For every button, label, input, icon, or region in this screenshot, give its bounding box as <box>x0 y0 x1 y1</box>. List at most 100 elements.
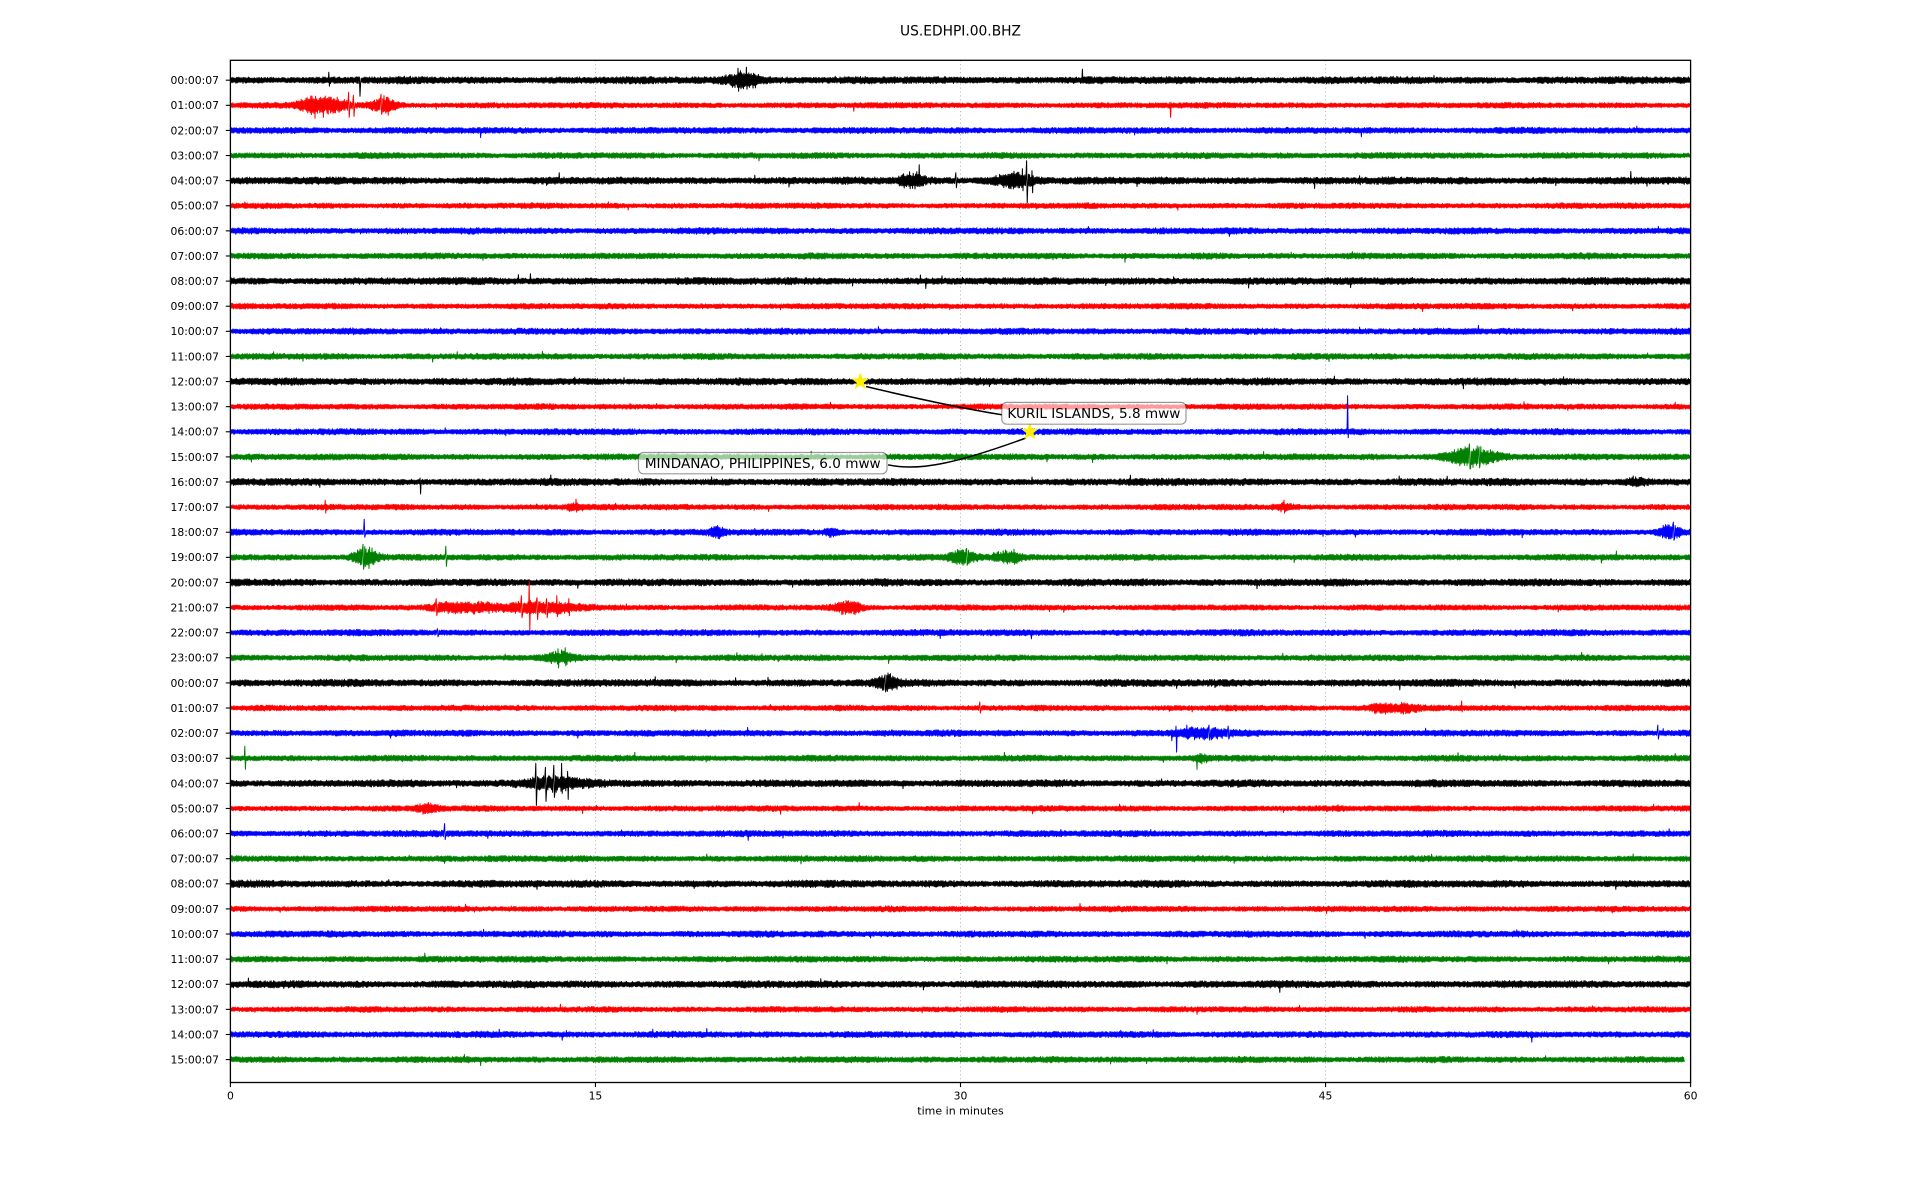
trace-layer <box>229 66 1691 1066</box>
event-arrow-0 <box>865 385 1002 416</box>
trace-row-29-05:00:07 <box>229 802 1691 815</box>
y-tick-label: 00:00:07 <box>171 677 220 690</box>
y-tick-label: 08:00:07 <box>171 878 220 891</box>
trace-row-2-02:00:07 <box>229 125 1691 138</box>
y-tick-label: 08:00:07 <box>171 275 220 288</box>
y-tick-label: 11:00:07 <box>171 953 220 966</box>
y-tick-label: 19:00:07 <box>171 551 220 564</box>
y-tick-label: 03:00:07 <box>171 752 220 765</box>
trace-row-39-15:00:07 <box>229 1054 1685 1066</box>
trace-row-20-20:00:07 <box>229 578 1691 590</box>
y-tick-label: 18:00:07 <box>171 526 220 539</box>
y-tick-label: 07:00:07 <box>171 853 220 866</box>
event-label-1: MINDANAO, PHILIPPINES, 6.0 mww <box>645 456 881 472</box>
trace-row-14-14:00:07 <box>229 395 1691 439</box>
y-tick-label: 09:00:07 <box>171 903 220 916</box>
event-annotations: KURIL ISLANDS, 5.8 mww MINDANAO, PHILIPPI… <box>637 372 1187 475</box>
trace-row-34-10:00:07 <box>229 928 1691 939</box>
y-tick-label: 21:00:07 <box>171 601 220 614</box>
y-tick-label: 06:00:07 <box>171 225 220 238</box>
y-tick-label: 15:00:07 <box>171 1054 220 1067</box>
trace-row-1-01:00:07 <box>229 91 1691 119</box>
x-tick-label: 45 <box>1319 1090 1333 1103</box>
event-label-box-1 <box>637 451 888 475</box>
trace-row-15-15:00:07 <box>229 443 1691 470</box>
trace-row-10-10:00:07 <box>229 324 1691 336</box>
y-tick-label: 16:00:07 <box>171 476 220 489</box>
x-tick-label: 0 <box>227 1090 234 1103</box>
x-axis-label: time in minutes <box>917 1105 1004 1118</box>
y-tick-label: 05:00:07 <box>171 802 220 815</box>
trace-row-23-23:00:07 <box>229 647 1691 669</box>
trace-row-0-00:00:07 <box>229 66 1691 97</box>
y-tick-label: 01:00:07 <box>171 99 220 112</box>
y-axis-ticks: 00:00:07 01:00:07 02:00:07 03:00:07 04:00:07… <box>171 74 231 1067</box>
trace-row-26-02:00:07 <box>229 724 1691 753</box>
event-label-0: KURIL ISLANDS, 5.8 mww <box>1007 406 1180 422</box>
trace-row-22-22:00:07 <box>229 628 1691 640</box>
event-label-box-0 <box>1001 401 1187 425</box>
y-tick-label: 13:00:07 <box>171 401 220 414</box>
trace-row-7-07:00:07 <box>229 251 1691 263</box>
trace-row-16-16:00:07 <box>229 474 1691 495</box>
x-axis-ticks: 0 15 30 45 60 <box>227 1082 1698 1103</box>
trace-row-19-19:00:07 <box>229 543 1691 570</box>
y-tick-label: 23:00:07 <box>171 652 220 665</box>
gridlines <box>595 60 1327 1083</box>
y-tick-label: 12:00:07 <box>171 978 220 991</box>
y-tick-label: 06:00:07 <box>171 827 220 840</box>
y-tick-label: 04:00:07 <box>171 777 220 790</box>
trace-row-37-13:00:07 <box>229 1003 1691 1015</box>
trace-row-32-08:00:07 <box>229 879 1691 890</box>
y-tick-label: 17:00:07 <box>171 501 220 514</box>
y-tick-label: 15:00:07 <box>171 451 220 464</box>
y-tick-label: 02:00:07 <box>171 727 220 740</box>
trace-row-30-06:00:07 <box>229 823 1691 841</box>
y-tick-label: 05:00:07 <box>171 200 220 213</box>
trace-row-17-17:00:07 <box>229 498 1691 514</box>
y-tick-label: 22:00:07 <box>171 627 220 640</box>
event-star-0 <box>851 372 869 389</box>
trace-row-35-11:00:07 <box>229 952 1691 965</box>
y-tick-label: 04:00:07 <box>171 175 220 188</box>
trace-row-24-00:00:07 <box>229 672 1691 693</box>
trace-row-13-13:00:07 <box>229 401 1691 411</box>
trace-row-11-11:00:07 <box>229 350 1691 363</box>
y-tick-label: 10:00:07 <box>171 928 220 941</box>
y-tick-label: 02:00:07 <box>171 124 220 137</box>
y-tick-label: 09:00:07 <box>171 300 220 313</box>
x-tick-label: 60 <box>1684 1090 1698 1103</box>
trace-row-9-09:00:07 <box>229 302 1691 312</box>
y-tick-label: 10:00:07 <box>171 325 220 338</box>
y-tick-label: 11:00:07 <box>171 350 220 363</box>
y-tick-label: 03:00:07 <box>171 149 220 162</box>
event-arrow-1 <box>887 437 1027 468</box>
y-tick-label: 01:00:07 <box>171 702 220 715</box>
trace-row-25-01:00:07 <box>229 700 1691 715</box>
plot-title: US.EDHPI.00.BHZ <box>900 24 1021 40</box>
x-tick-label: 30 <box>954 1090 968 1103</box>
trace-row-12-12:00:07 <box>229 375 1691 390</box>
y-tick-label: 14:00:07 <box>171 1028 220 1041</box>
trace-row-28-04:00:07 <box>229 762 1691 806</box>
y-tick-label: 12:00:07 <box>171 375 220 388</box>
y-tick-label: 00:00:07 <box>171 74 220 87</box>
trace-row-8-08:00:07 <box>229 273 1691 289</box>
trace-row-4-04:00:07 <box>229 160 1691 204</box>
event-star-1 <box>1021 422 1039 440</box>
trace-row-3-03:00:07 <box>229 151 1691 162</box>
trace-row-36-12:00:07 <box>229 977 1691 993</box>
trace-row-6-06:00:07 <box>229 225 1691 237</box>
trace-row-31-07:00:07 <box>229 853 1691 865</box>
y-tick-label: 07:00:07 <box>171 250 220 263</box>
trace-row-38-14:00:07 <box>229 1028 1691 1043</box>
trace-row-27-03:00:07 <box>229 745 1691 770</box>
y-tick-label: 14:00:07 <box>171 426 220 439</box>
trace-row-18-18:00:07 <box>229 518 1691 541</box>
trace-row-33-09:00:07 <box>229 903 1691 914</box>
x-tick-label: 15 <box>589 1090 603 1103</box>
y-tick-label: 13:00:07 <box>171 1003 220 1016</box>
trace-row-21-21:00:07 <box>229 581 1691 633</box>
